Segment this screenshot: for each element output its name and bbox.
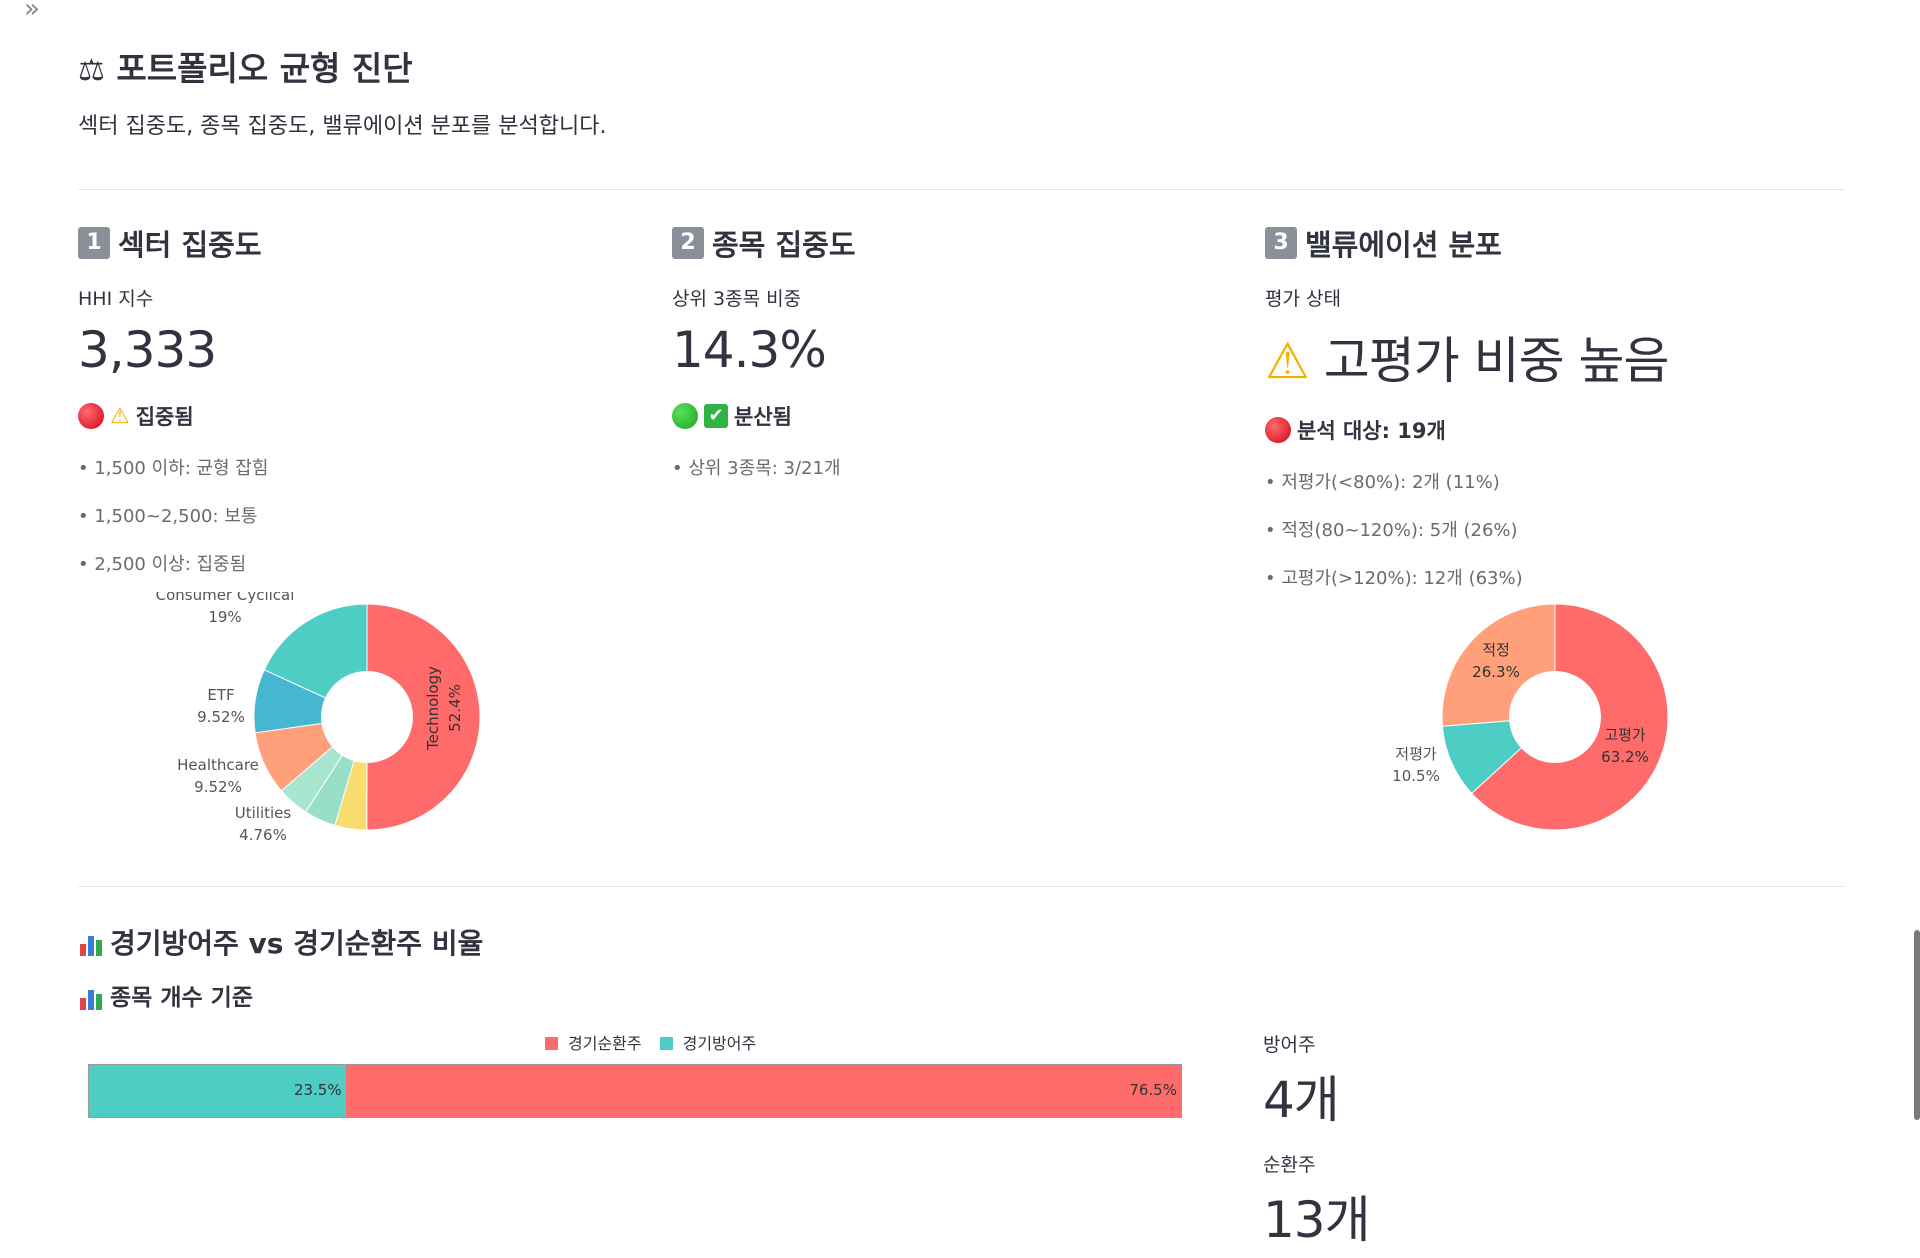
- bar-chart-icon: [78, 932, 106, 958]
- warning-icon: ⚠: [1265, 332, 1310, 390]
- slice-label-name: 고평가: [1604, 726, 1646, 744]
- page-title-text: 포트폴리오 균형 진단: [116, 49, 413, 88]
- slice-label: Utilities 4.76%: [235, 804, 292, 844]
- cyclical-heading: 경기방어주 vs 경기순환주 비율: [78, 922, 483, 962]
- slice-label: Consumer Cyclical 19%: [156, 592, 295, 626]
- bullet-item: • 적정(80~120%): 5개 (26%): [1265, 520, 1518, 541]
- divider-top: [78, 189, 1844, 190]
- bullet-item: • 고평가(>120%): 12개 (63%): [1265, 568, 1523, 589]
- bar-value-label: 23.5%: [293, 1081, 342, 1099]
- slice-label: 적정 26.3%: [1472, 641, 1520, 681]
- slice-label: Technology 52.4%: [424, 666, 464, 751]
- valuation-value: ⚠ 고평가 비중 높음: [1265, 321, 1825, 393]
- cyclical-value: 13개: [1263, 1191, 1371, 1249]
- stock-status-text: 분산됨: [734, 405, 792, 429]
- top3-value: 14.3%: [672, 321, 827, 379]
- green-circle-icon: [672, 403, 698, 429]
- legend-swatch: [659, 1037, 673, 1050]
- hhi-value: 3,333: [78, 321, 217, 379]
- sector-concentration-column: 1 섹터 집중도 HHI 지수 3,333 ⚠ 집중됨 • 1,500 이하: …: [78, 222, 638, 589]
- valuation-status-text: 분석 대상: 19개: [1297, 419, 1446, 443]
- legend-item-defensive[interactable]: 경기방어주: [659, 1030, 756, 1054]
- sector-heading: 1 섹터 집중도: [78, 222, 638, 264]
- slice-label: Healthcare 9.52%: [177, 756, 259, 796]
- stock-concentration-column: 2 종목 집중도 상위 3종목 비중 14.3% ✔ 분산됨 • 상위 3종목:…: [672, 222, 1232, 493]
- pie-slice[interactable]: [263, 603, 368, 699]
- slice-label-value: 10.5%: [1392, 767, 1440, 785]
- page-title: ⚖ 포트폴리오 균형 진단: [78, 42, 413, 90]
- bar-chart-icon: [78, 986, 106, 1012]
- bullet-item: • 상위 3종목: 3/21개: [672, 458, 841, 479]
- sector-heading-text: 섹터 집중도: [118, 228, 262, 262]
- red-circle-icon: [1265, 417, 1291, 443]
- slice-label: 저평가 10.5%: [1392, 745, 1440, 785]
- page-subtitle: 섹터 집중도, 종목 집중도, 밸류에이션 분포를 분석합니다.: [78, 114, 607, 139]
- slice-label-value: 9.52%: [194, 778, 242, 796]
- slice-label-value: 63.2%: [1601, 748, 1649, 766]
- cyclical-subheading: 종목 개수 기준: [78, 978, 253, 1012]
- bar-legend: 경기순환주 경기방어주: [545, 1030, 756, 1054]
- scrollbar[interactable]: [1914, 930, 1920, 1120]
- valuation-label: 평가 상태: [1265, 288, 1341, 310]
- check-mark-icon: ✔: [704, 404, 728, 428]
- valuation-bullets: • 저평가(<80%): 2개 (11%) • 적정(80~120%): 5개 …: [1265, 459, 1825, 603]
- red-circle-icon: [78, 403, 104, 429]
- slice-label-value: 4.76%: [239, 826, 287, 844]
- bar-segment[interactable]: 76.5%: [345, 1065, 1181, 1117]
- bar-segment[interactable]: 23.5%: [89, 1065, 346, 1117]
- defensive-label: 방어주: [1263, 1034, 1316, 1056]
- cyclical-heading-text: 경기방어주 vs 경기순환주 비율: [110, 927, 484, 960]
- stacked-bar-chart[interactable]: 23.5% 76.5%: [88, 1064, 1182, 1118]
- number-two-icon: 2: [672, 227, 704, 259]
- expand-sidebar-icon[interactable]: »: [24, 0, 40, 24]
- sector-status-text: 집중됨: [135, 405, 194, 429]
- bullet-item: • 1,500 이하: 균형 잡힘: [78, 458, 269, 479]
- legend-item-cyclical[interactable]: 경기순환주: [545, 1030, 642, 1054]
- cyclical-label: 순환주: [1263, 1154, 1316, 1176]
- top3-label: 상위 3종목 비중: [672, 288, 802, 310]
- slice-label-value: 9.52%: [197, 708, 245, 726]
- pie-slice[interactable]: [366, 603, 481, 831]
- valuation-column: 3 밸류에이션 분포 평가 상태 ⚠ 고평가 비중 높음 분석 대상: 19개 …: [1265, 222, 1825, 603]
- valuation-pie-chart[interactable]: 고평가 63.2% 저평가 10.5% 적정 26.3%: [1340, 592, 1760, 844]
- slice-label-name: Consumer Cyclical: [156, 592, 295, 604]
- valuation-status: 분석 대상: 19개: [1265, 415, 1825, 445]
- slice-label: 고평가 63.2%: [1601, 726, 1649, 766]
- scales-icon: ⚖: [78, 53, 105, 88]
- slice-label-name: 저평가: [1395, 745, 1437, 763]
- slice-label-name: Utilities: [235, 804, 292, 822]
- stock-heading-text: 종목 집중도: [712, 228, 856, 262]
- legend-swatch: [545, 1037, 558, 1050]
- divider-middle: [78, 886, 1844, 887]
- bar-value-label: 76.5%: [1129, 1081, 1177, 1099]
- slice-label-name: ETF: [207, 686, 234, 704]
- slice-label-name: 적정: [1482, 641, 1510, 659]
- cyclical-subheading-text: 종목 개수 기준: [110, 985, 253, 1011]
- bullet-item: • 1,500~2,500: 보통: [78, 506, 258, 527]
- valuation-heading: 3 밸류에이션 분포: [1265, 222, 1825, 264]
- sector-pie-chart[interactable]: Technology 52.4% Utilities 4.76% Healthcare 9…: [120, 592, 540, 844]
- slice-label-value: 26.3%: [1472, 663, 1520, 681]
- number-three-icon: 3: [1265, 227, 1297, 259]
- number-one-icon: 1: [78, 227, 110, 259]
- slice-label-value: 52.4%: [446, 684, 464, 732]
- hhi-label: HHI 지수: [78, 288, 154, 310]
- defensive-value: 4개: [1263, 1071, 1340, 1129]
- valuation-heading-text: 밸류에이션 분포: [1305, 228, 1502, 262]
- warning-icon: ⚠: [110, 403, 130, 429]
- pie-slice[interactable]: [1470, 603, 1669, 831]
- stock-heading: 2 종목 집중도: [672, 222, 1232, 264]
- slice-label: ETF 9.52%: [197, 686, 245, 726]
- pie-slice[interactable]: [1441, 603, 1556, 727]
- bullet-item: • 2,500 이상: 집중됨: [78, 554, 247, 575]
- stock-bullets: • 상위 3종목: 3/21개: [672, 445, 1232, 493]
- slice-label-value: 19%: [208, 608, 241, 626]
- sector-status: ⚠ 집중됨: [78, 401, 638, 431]
- valuation-value-text: 고평가 비중 높음: [1323, 332, 1670, 390]
- slice-label-name: Technology: [424, 666, 442, 751]
- stock-status: ✔ 분산됨: [672, 401, 1232, 431]
- slice-label-name: Healthcare: [177, 756, 259, 774]
- sector-bullets: • 1,500 이하: 균형 잡힘 • 1,500~2,500: 보통 • 2,…: [78, 445, 638, 589]
- bullet-item: • 저평가(<80%): 2개 (11%): [1265, 472, 1500, 493]
